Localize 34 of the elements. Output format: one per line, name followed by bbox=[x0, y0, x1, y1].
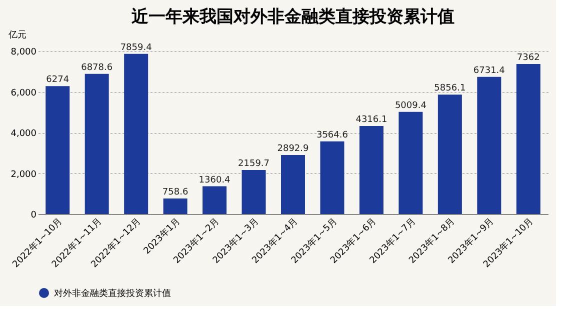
data-label: 1360.4 bbox=[198, 175, 231, 186]
data-label: 5009.4 bbox=[394, 100, 427, 111]
data-label: 5856.1 bbox=[434, 84, 466, 94]
data-label: 758.6 bbox=[162, 188, 188, 198]
y-tick-label: 6,000 bbox=[10, 88, 37, 98]
bar bbox=[398, 112, 423, 214]
data-label: 2159.7 bbox=[238, 158, 270, 169]
data-label: 6731.4 bbox=[473, 66, 506, 76]
bar bbox=[438, 94, 462, 214]
bar bbox=[477, 76, 502, 214]
chart-title: 近一年来我国对外非金融类直接投资累计值 bbox=[130, 7, 454, 27]
bar bbox=[163, 198, 188, 214]
y-tick-label: 0 bbox=[30, 210, 37, 220]
data-label: 4316.1 bbox=[356, 115, 388, 126]
bar bbox=[359, 126, 384, 214]
data-label: 7859.4 bbox=[120, 42, 152, 53]
bar bbox=[242, 170, 266, 214]
data-label: 2892.9 bbox=[277, 144, 310, 154]
bar bbox=[46, 86, 70, 214]
legend-label: 对外非金融类直接投资累计值 bbox=[54, 288, 171, 299]
y-tick-label: 8,000 bbox=[10, 48, 37, 58]
data-label: 6878.6 bbox=[81, 62, 113, 73]
y-tick-label: 4,000 bbox=[10, 129, 37, 139]
data-label: 7362 bbox=[516, 53, 540, 63]
y-axis-title: 亿元 bbox=[8, 30, 26, 40]
bar bbox=[124, 54, 148, 214]
data-label: 3564.6 bbox=[316, 130, 348, 140]
bar bbox=[281, 155, 305, 214]
bar bbox=[202, 186, 227, 214]
bar bbox=[320, 141, 344, 214]
bar bbox=[516, 64, 540, 214]
data-label: 6274 bbox=[46, 75, 70, 86]
y-tick-label: 2,000 bbox=[10, 170, 37, 180]
bar bbox=[84, 74, 109, 214]
